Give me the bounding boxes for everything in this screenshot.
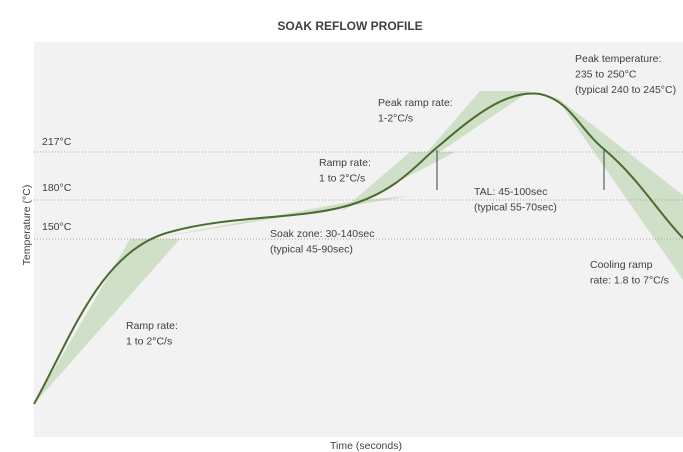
annotation-line: Ramp rate: [126,320,178,332]
annotation-line: Soak zone: 30-140sec [270,228,375,240]
annotations: Ramp rate: 1 to 2°C/s Soak zone: 30-140sec… [126,53,676,348]
annotation-line: (typical 45-90sec) [270,243,353,255]
annotation-line: rate: 1.8 to 7°C/s [590,274,669,286]
annotation-line: Cooling ramp [590,259,653,271]
reference-lines [34,151,683,240]
annotation-line: Ramp rate: [319,157,371,169]
profile-curve [33,92,683,405]
reference-label: 150°C [42,221,72,233]
annotation-line: Peak ramp rate: [378,97,453,109]
ramp-band [34,239,180,404]
reference-label: 180°C [42,182,72,194]
annotation-line: 1 to 2°C/s [319,172,365,184]
cooling-band [555,96,683,280]
title: SOAK REFLOW PROFILE [277,19,422,33]
annotation-line: 235 to 250°C [575,68,637,80]
annotation-line: (typical 240 to 245°C) [575,84,676,96]
y-axis-label: Temperature (°C) [21,185,33,266]
annotation-line: 1 to 2°C/s [126,335,172,347]
annotation-line: Peak temperature: [575,53,661,65]
x-axis-label: Time (seconds) [330,440,402,452]
reference-label: 217°C [42,136,72,148]
annotation-line: TAL: 45-100sec [474,186,547,198]
annotation-line: 1-2°C/s [378,112,413,124]
annotation-line: (typical 55-70sec) [474,201,557,213]
